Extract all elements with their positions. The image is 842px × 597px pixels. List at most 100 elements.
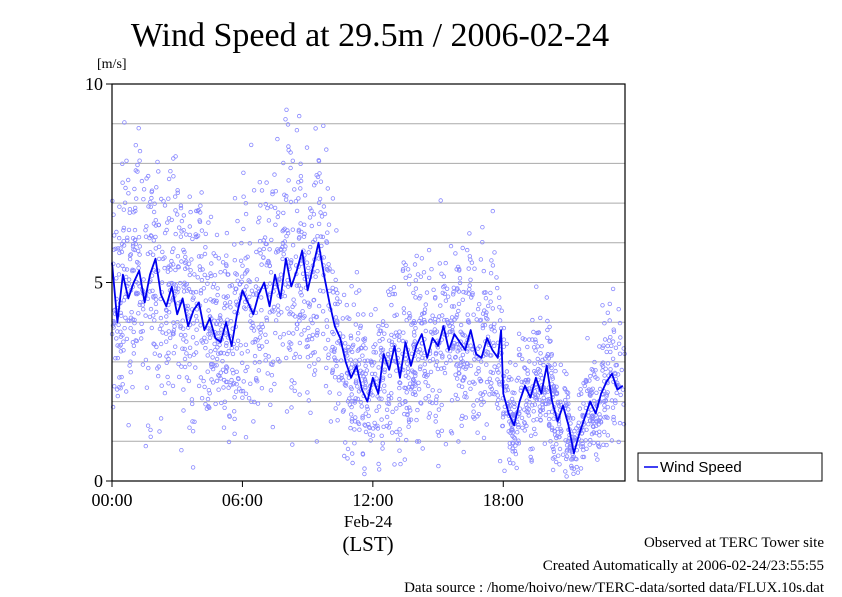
raw-sample-point <box>411 370 416 375</box>
raw-sample-point <box>185 303 190 309</box>
raw-sample-point <box>520 425 525 430</box>
raw-sample-point <box>377 338 382 344</box>
raw-sample-point <box>326 222 332 227</box>
raw-sample-point <box>420 446 425 451</box>
raw-sample-point <box>494 367 500 373</box>
raw-sample-point <box>583 379 589 384</box>
raw-sample-point <box>618 335 623 340</box>
raw-sample-point <box>364 404 370 409</box>
raw-sample-point <box>166 356 171 362</box>
x-axis-ticks: 00:00 06:00 12:00 18:00 <box>91 481 524 510</box>
raw-sample-point <box>113 356 118 361</box>
raw-sample-point <box>556 453 561 458</box>
raw-sample-point <box>188 209 193 215</box>
raw-sample-point <box>201 286 206 291</box>
raw-sample-point <box>353 322 358 327</box>
raw-sample-point <box>241 379 246 384</box>
raw-sample-point <box>218 317 223 322</box>
raw-sample-point <box>445 320 451 325</box>
raw-sample-point <box>166 329 171 334</box>
raw-sample-point <box>604 394 609 399</box>
raw-sample-point <box>126 281 131 286</box>
raw-sample-point <box>557 462 562 467</box>
raw-sample-point <box>271 359 276 364</box>
raw-sample-point <box>587 418 593 423</box>
raw-sample-point <box>230 351 236 357</box>
raw-sample-point <box>298 286 304 291</box>
raw-sample-point <box>182 333 188 338</box>
raw-sample-point <box>324 324 330 329</box>
raw-sample-point <box>226 349 231 354</box>
raw-sample-point <box>403 275 408 280</box>
raw-sample-point <box>176 265 181 270</box>
raw-sample-point <box>194 318 200 323</box>
raw-sample-point <box>297 340 303 346</box>
raw-sample-point <box>240 388 246 394</box>
raw-sample-point <box>547 324 552 330</box>
raw-sample-point <box>151 209 157 215</box>
raw-sample-point <box>449 398 455 403</box>
raw-sample-point <box>413 295 418 300</box>
raw-sample-point <box>243 368 248 374</box>
raw-sample-point <box>451 290 456 295</box>
raw-sample-point <box>176 361 181 367</box>
raw-sample-point <box>508 360 513 365</box>
raw-sample-point <box>183 254 188 260</box>
raw-sample-point <box>476 369 481 374</box>
raw-sample-point <box>363 378 368 383</box>
raw-sample-point <box>280 240 286 246</box>
raw-sample-point <box>417 366 423 372</box>
raw-sample-point <box>449 304 455 309</box>
raw-sample-point <box>314 333 320 338</box>
raw-sample-point <box>387 373 392 378</box>
raw-sample-point <box>135 162 140 168</box>
raw-sample-point <box>402 411 407 417</box>
raw-sample-point <box>187 224 192 229</box>
raw-sample-point <box>273 330 278 336</box>
raw-sample-point <box>217 331 222 336</box>
raw-sample-point <box>136 125 141 131</box>
raw-sample-point <box>229 377 234 383</box>
raw-sample-point <box>122 120 127 125</box>
raw-sample-point <box>187 272 192 278</box>
raw-sample-point <box>355 396 361 402</box>
raw-sample-point <box>308 244 313 250</box>
raw-sample-point <box>268 270 274 275</box>
raw-sample-point <box>534 284 539 289</box>
legend-entry-wind-speed: Wind Speed <box>660 459 742 476</box>
raw-sample-point <box>231 409 237 414</box>
raw-sample-point <box>569 463 574 469</box>
raw-sample-point <box>325 186 330 191</box>
raw-sample-point <box>397 329 402 334</box>
raw-sample-point <box>202 251 208 257</box>
raw-sample-point <box>124 336 130 342</box>
raw-sample-point <box>190 429 196 434</box>
raw-sample-point <box>449 320 455 325</box>
raw-sample-point <box>257 179 262 185</box>
raw-sample-point <box>400 268 406 273</box>
raw-sample-point <box>173 154 178 159</box>
raw-sample-point <box>115 393 120 399</box>
raw-sample-point <box>233 299 239 304</box>
raw-sample-point <box>288 165 293 171</box>
series-line-layer <box>111 241 624 455</box>
raw-sample-point <box>298 186 303 191</box>
raw-sample-point <box>190 297 195 302</box>
raw-sample-point <box>604 392 609 397</box>
raw-sample-point <box>337 391 342 396</box>
raw-sample-point <box>254 249 259 255</box>
raw-sample-point <box>257 346 262 351</box>
raw-sample-point <box>524 423 529 429</box>
raw-sample-point <box>589 414 594 419</box>
raw-sample-point <box>349 392 354 397</box>
raw-sample-point <box>216 387 221 392</box>
raw-sample-point <box>212 341 217 347</box>
raw-sample-point <box>422 368 427 374</box>
raw-sample-point <box>137 252 142 257</box>
raw-sample-point <box>612 421 617 426</box>
raw-sample-point <box>475 430 480 435</box>
raw-sample-point <box>248 142 254 148</box>
raw-sample-point <box>326 352 331 357</box>
raw-sample-point <box>189 397 195 402</box>
raw-sample-point <box>143 234 149 239</box>
